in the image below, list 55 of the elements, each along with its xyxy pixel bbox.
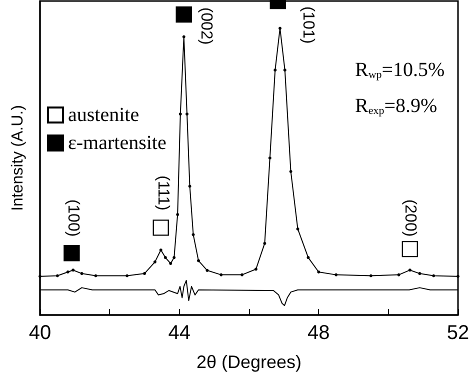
- point: [317, 270, 320, 274]
- point: [289, 170, 292, 173]
- point: [418, 272, 422, 276]
- annotation: (100): [64, 199, 82, 237]
- point: [220, 273, 223, 276]
- point: [369, 274, 372, 278]
- point: [274, 68, 277, 72]
- point: [56, 274, 59, 278]
- x-axis-title: 2θ (Degrees): [196, 352, 302, 372]
- point: [206, 268, 209, 272]
- point: [94, 274, 98, 278]
- point: [176, 213, 180, 216]
- annotation: (101): [300, 6, 316, 44]
- point: [296, 227, 300, 230]
- point: [172, 256, 176, 260]
- point: [408, 268, 412, 272]
- point: [397, 273, 400, 276]
- point: [196, 259, 200, 262]
- point: [153, 260, 156, 264]
- x-tick-label: 48: [308, 322, 330, 344]
- point: [80, 272, 84, 276]
- legend-label: austenite: [68, 104, 140, 126]
- point: [126, 274, 129, 278]
- point: [176, 6, 192, 23]
- annotation: (111): [154, 176, 172, 210]
- x-tick-label: 52: [446, 322, 470, 344]
- point: [192, 233, 195, 236]
- annotation: Rexp=8.9%: [355, 95, 438, 117]
- point: [143, 272, 146, 276]
- point: [263, 242, 266, 245]
- point: [283, 68, 286, 72]
- point: [254, 268, 258, 271]
- annotation: (200): [402, 199, 418, 237]
- point: [240, 273, 244, 276]
- point: [278, 26, 282, 30]
- point: [64, 245, 80, 262]
- point: [334, 273, 338, 276]
- point: [164, 256, 167, 260]
- point: [306, 256, 310, 260]
- point: [66, 270, 70, 274]
- point: [152, 220, 169, 236]
- point: [169, 262, 172, 266]
- legend-label: ε-martensite: [68, 132, 166, 154]
- point: [268, 156, 272, 160]
- x-tick-label: 44: [168, 322, 190, 344]
- point: [72, 268, 75, 272]
- annotation: (002): [198, 7, 214, 45]
- point: [402, 240, 418, 258]
- point: [178, 112, 182, 116]
- annotation: Rwp=10.5%: [355, 59, 445, 81]
- y-axis-title: Intensity (A.U.): [10, 105, 26, 211]
- point: [432, 274, 436, 278]
- x-tick-label: 40: [28, 322, 52, 344]
- point: [188, 184, 192, 188]
- point: [159, 248, 162, 252]
